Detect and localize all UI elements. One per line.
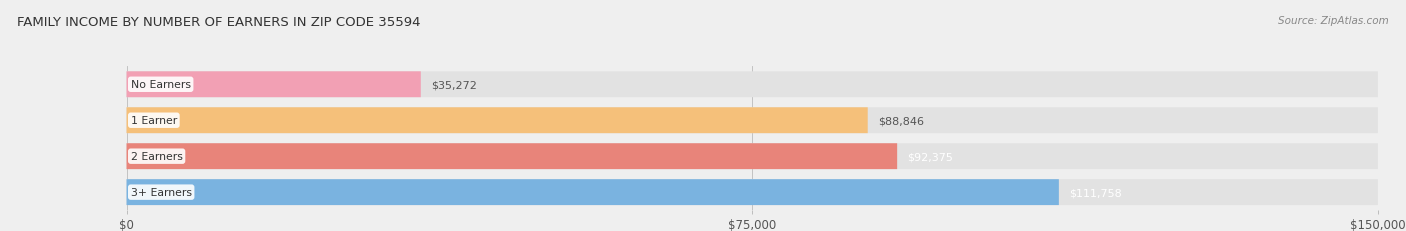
FancyBboxPatch shape [127, 108, 868, 134]
Text: 3+ Earners: 3+ Earners [131, 187, 191, 197]
Text: 1 Earner: 1 Earner [131, 116, 177, 126]
FancyBboxPatch shape [127, 108, 1378, 134]
Text: No Earners: No Earners [131, 80, 191, 90]
FancyBboxPatch shape [127, 72, 420, 98]
Text: 2 Earners: 2 Earners [131, 152, 183, 161]
Text: $35,272: $35,272 [430, 80, 477, 90]
Text: Source: ZipAtlas.com: Source: ZipAtlas.com [1278, 16, 1389, 26]
FancyBboxPatch shape [127, 144, 897, 169]
Text: $88,846: $88,846 [877, 116, 924, 126]
Text: $92,375: $92,375 [907, 152, 953, 161]
FancyBboxPatch shape [127, 72, 1378, 98]
FancyBboxPatch shape [127, 179, 1059, 205]
Text: $111,758: $111,758 [1069, 187, 1122, 197]
FancyBboxPatch shape [127, 179, 1378, 205]
Text: FAMILY INCOME BY NUMBER OF EARNERS IN ZIP CODE 35594: FAMILY INCOME BY NUMBER OF EARNERS IN ZI… [17, 16, 420, 29]
FancyBboxPatch shape [127, 144, 1378, 169]
